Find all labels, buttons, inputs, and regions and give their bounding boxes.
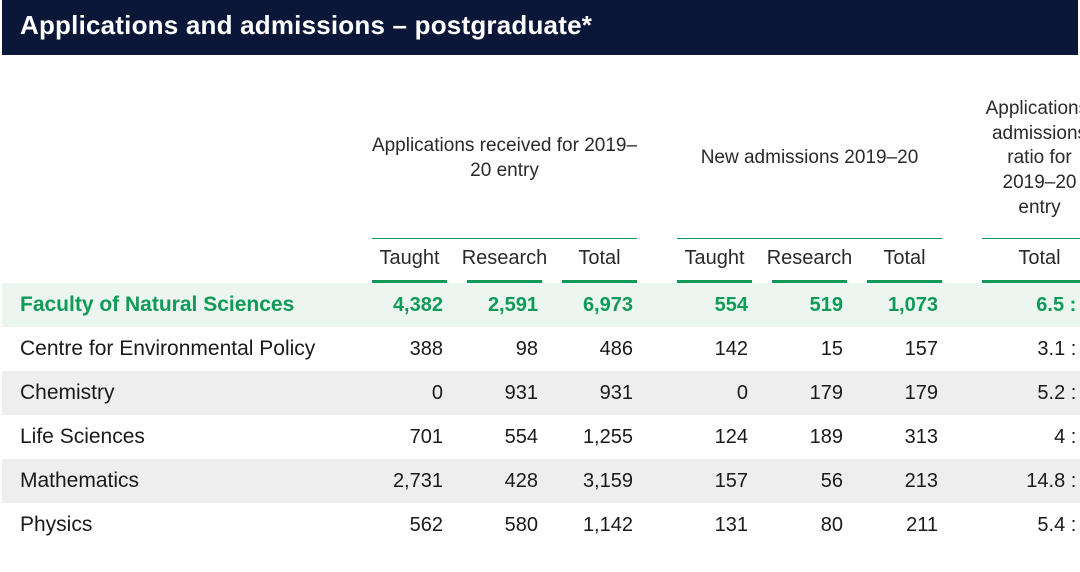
cell-apps-taught: 388 <box>362 327 457 371</box>
row-label: Life Sciences <box>2 415 362 459</box>
cell-ratio: 6.5 : 1 <box>972 283 1080 327</box>
cell-apps-total: 931 <box>552 371 647 415</box>
table-row: Physics5625801,142 13180211 5.4 : 1 <box>2 503 1080 547</box>
cell-apps-taught: 562 <box>362 503 457 547</box>
page-title: Applications and admissions – postgradua… <box>2 0 1078 55</box>
row-label: Chemistry <box>2 371 362 415</box>
group-header-row: Applications received for 2019–20 entry … <box>2 83 1080 238</box>
cell-adm-research: 519 <box>762 283 857 327</box>
cell-apps-research: 554 <box>457 415 552 459</box>
cell-apps-total: 1,142 <box>552 503 647 547</box>
cell-apps-taught: 0 <box>362 371 457 415</box>
sub-header-row: Taught Research Total Taught Research To… <box>2 239 1080 280</box>
cell-adm-research: 15 <box>762 327 857 371</box>
table-row: Life Sciences7015541,255 124189313 4 : 1 <box>2 415 1080 459</box>
cell-apps-taught: 2,731 <box>362 459 457 503</box>
cell-adm-research: 56 <box>762 459 857 503</box>
row-label: Faculty of Natural Sciences <box>2 283 362 327</box>
group-header-ratio: Applications: admissions ratio for 2019–… <box>972 83 1080 238</box>
cell-adm-research: 179 <box>762 371 857 415</box>
cell-adm-total: 1,073 <box>857 283 952 327</box>
cell-apps-research: 931 <box>457 371 552 415</box>
cell-adm-taught: 124 <box>667 415 762 459</box>
subhead-adm-total: Total <box>857 239 952 280</box>
cell-ratio: 5.4 : 1 <box>972 503 1080 547</box>
subhead-apps-taught: Taught <box>362 239 457 280</box>
cell-ratio: 14.8 : 1 <box>972 459 1080 503</box>
row-label: Mathematics <box>2 459 362 503</box>
cell-adm-taught: 142 <box>667 327 762 371</box>
cell-apps-total: 486 <box>552 327 647 371</box>
row-label: Physics <box>2 503 362 547</box>
cell-adm-taught: 0 <box>667 371 762 415</box>
table-row: Chemistry093193101791795.2 : 1 <box>2 371 1080 415</box>
cell-adm-research: 189 <box>762 415 857 459</box>
cell-apps-total: 3,159 <box>552 459 647 503</box>
group-header-apps: Applications received for 2019–20 entry <box>362 83 647 238</box>
subhead-adm-taught: Taught <box>667 239 762 280</box>
cell-adm-total: 179 <box>857 371 952 415</box>
cell-apps-taught: 4,382 <box>362 283 457 327</box>
cell-apps-total: 1,255 <box>552 415 647 459</box>
cell-adm-total: 211 <box>857 503 952 547</box>
subhead-ratio-total: Total <box>972 239 1080 280</box>
group-header-admissions: New admissions 2019–20 <box>667 83 952 238</box>
table-row: Centre for Environmental Policy38898486 1… <box>2 327 1080 371</box>
cell-apps-taught: 701 <box>362 415 457 459</box>
cell-adm-total: 157 <box>857 327 952 371</box>
subhead-apps-research: Research <box>457 239 552 280</box>
cell-adm-taught: 131 <box>667 503 762 547</box>
subhead-apps-total: Total <box>552 239 647 280</box>
cell-adm-taught: 157 <box>667 459 762 503</box>
table-row: Faculty of Natural Sciences4,3822,5916,9… <box>2 283 1080 327</box>
cell-adm-research: 80 <box>762 503 857 547</box>
cell-ratio: 4 : 1 <box>972 415 1080 459</box>
cell-ratio: 5.2 : 1 <box>972 371 1080 415</box>
cell-apps-research: 2,591 <box>457 283 552 327</box>
cell-ratio: 3.1 : 1 <box>972 327 1080 371</box>
cell-apps-research: 98 <box>457 327 552 371</box>
admissions-table: Applications received for 2019–20 entry … <box>2 55 1080 547</box>
cell-apps-research: 580 <box>457 503 552 547</box>
subhead-adm-research: Research <box>762 239 857 280</box>
cell-adm-taught: 554 <box>667 283 762 327</box>
cell-apps-research: 428 <box>457 459 552 503</box>
row-label: Centre for Environmental Policy <box>2 327 362 371</box>
cell-adm-total: 313 <box>857 415 952 459</box>
cell-apps-total: 6,973 <box>552 283 647 327</box>
table-row: Mathematics2,7314283,159 15756213 14.8 : 1 <box>2 459 1080 503</box>
cell-adm-total: 213 <box>857 459 952 503</box>
